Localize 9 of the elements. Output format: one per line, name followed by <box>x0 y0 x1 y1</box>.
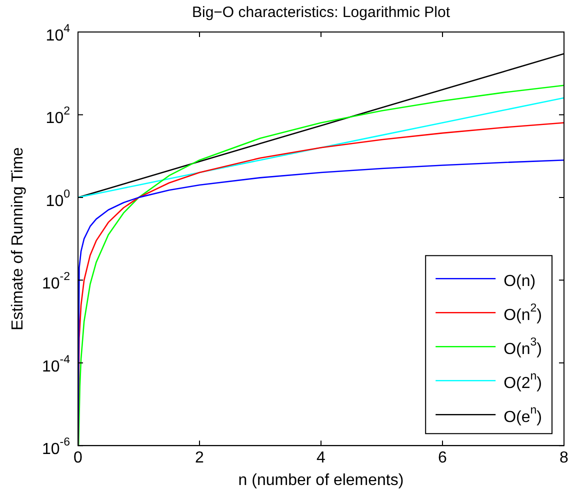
x-axis-title: n (number of elements) <box>238 472 404 489</box>
y-axis-title: Estimate of Running Time <box>9 147 26 330</box>
x-tick-label: 8 <box>560 450 569 467</box>
x-tick-label: 4 <box>316 450 326 467</box>
x-tick-label: 0 <box>74 450 83 467</box>
x-tick-label: 2 <box>195 450 204 467</box>
legend-label: O(n) <box>504 273 536 290</box>
x-tick-label: 6 <box>438 450 448 467</box>
chart-title: Big−O characteristics: Logarithmic Plot <box>192 4 451 22</box>
